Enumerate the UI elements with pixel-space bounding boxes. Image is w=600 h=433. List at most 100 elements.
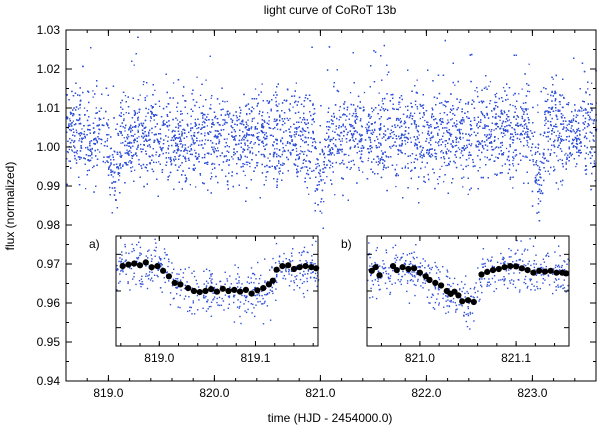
data-point xyxy=(537,183,539,185)
data-point xyxy=(332,130,334,132)
data-point xyxy=(294,127,296,129)
data-point xyxy=(244,163,246,165)
data-point xyxy=(591,119,593,121)
data-point xyxy=(262,153,264,156)
data-point xyxy=(332,123,335,125)
data-point xyxy=(278,171,280,173)
data-point xyxy=(525,155,527,157)
data-point xyxy=(274,151,276,154)
data-point xyxy=(381,100,383,102)
data-point xyxy=(210,97,212,99)
data-point xyxy=(363,91,366,94)
data-point xyxy=(321,212,323,214)
data-point xyxy=(378,158,380,160)
data-point xyxy=(433,115,435,118)
data-point xyxy=(278,103,280,105)
data-point xyxy=(210,172,212,174)
data-point xyxy=(552,78,554,80)
data-point xyxy=(542,135,545,137)
data-point xyxy=(422,104,425,106)
data-point xyxy=(308,193,310,195)
data-point xyxy=(226,138,228,140)
data-point xyxy=(247,161,249,163)
data-point xyxy=(525,109,527,112)
data-point xyxy=(414,104,417,106)
data-point xyxy=(573,120,575,122)
data-point xyxy=(528,90,531,93)
data-point xyxy=(442,118,444,120)
data-point xyxy=(258,131,260,134)
data-point xyxy=(494,147,496,149)
data-point xyxy=(577,110,579,112)
data-point xyxy=(419,117,421,120)
data-point xyxy=(367,157,370,159)
data-point xyxy=(245,135,248,137)
data-point xyxy=(339,135,341,137)
data-point xyxy=(456,120,458,122)
data-point xyxy=(390,147,392,149)
data-point xyxy=(285,100,287,102)
data-point xyxy=(410,161,412,164)
data-point xyxy=(443,104,446,106)
data-point xyxy=(443,161,446,164)
data-point xyxy=(186,112,189,115)
data-point xyxy=(204,132,206,134)
data-point xyxy=(460,164,462,166)
data-point xyxy=(512,187,514,189)
data-point xyxy=(92,96,94,98)
data-point xyxy=(305,123,307,125)
data-point xyxy=(124,95,127,97)
data-point xyxy=(581,110,583,112)
data-point xyxy=(273,155,275,157)
data-point xyxy=(451,133,453,135)
data-point xyxy=(441,165,443,167)
data-point xyxy=(558,134,560,136)
data-point xyxy=(81,128,83,130)
data-point xyxy=(349,113,351,115)
data-point xyxy=(369,129,371,132)
data-point xyxy=(128,136,130,138)
data-point xyxy=(470,125,472,127)
data-point xyxy=(295,150,298,152)
data-point xyxy=(75,159,78,161)
data-point xyxy=(155,154,157,156)
data-point xyxy=(187,146,189,148)
data-point xyxy=(85,188,87,190)
data-point xyxy=(537,172,540,174)
data-point xyxy=(399,118,401,120)
data-point xyxy=(502,87,505,89)
data-point xyxy=(565,152,567,155)
data-point xyxy=(589,111,591,113)
data-point xyxy=(424,166,426,168)
data-point xyxy=(217,147,219,149)
data-point xyxy=(575,165,577,168)
data-point xyxy=(551,90,553,92)
data-point xyxy=(335,128,337,130)
data-point xyxy=(504,134,506,136)
data-point xyxy=(248,146,250,149)
data-point xyxy=(540,161,543,163)
data-point xyxy=(204,139,207,141)
data-point xyxy=(267,157,269,159)
data-point xyxy=(330,138,332,141)
data-point xyxy=(481,141,483,143)
data-point xyxy=(182,132,184,134)
data-point xyxy=(431,131,433,133)
data-point xyxy=(557,139,559,141)
data-point xyxy=(346,141,348,143)
data-point xyxy=(329,139,331,141)
data-point xyxy=(506,116,509,118)
data-point xyxy=(521,88,523,90)
data-point xyxy=(391,131,393,134)
data-point xyxy=(86,170,89,172)
data-point xyxy=(439,112,441,115)
data-point xyxy=(488,129,490,131)
data-point xyxy=(322,161,325,163)
data-point xyxy=(532,160,534,163)
data-point xyxy=(187,150,189,152)
data-point xyxy=(289,117,291,120)
data-point xyxy=(564,154,566,156)
data-point xyxy=(71,149,73,151)
data-point xyxy=(560,95,562,97)
